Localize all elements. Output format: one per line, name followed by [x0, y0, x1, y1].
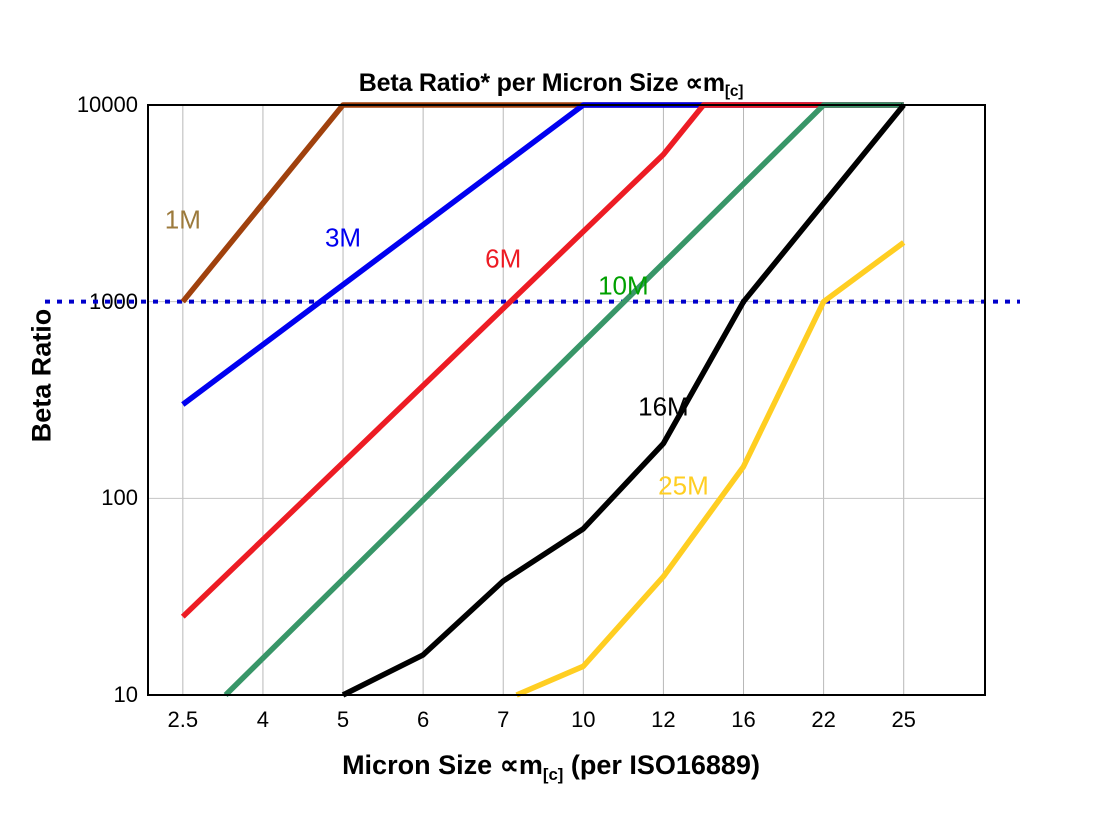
x-axis-tick-6: 6 [417, 707, 430, 732]
x-axis-tick-16: 16 [731, 707, 756, 732]
x-axis-tick-2.5: 2.5 [167, 707, 199, 732]
chart-title-symbol: ∝m [685, 69, 725, 97]
x-axis-title: Micron Size ∝m[c] (per ISO16889) [0, 750, 1102, 784]
x-axis-tick-25: 25 [891, 707, 916, 732]
x-axis-tick-5: 5 [336, 707, 350, 732]
x-axis-tick-10: 10 [571, 707, 596, 732]
series-label-16m: 16M [638, 391, 689, 422]
axis-frame [147, 104, 986, 696]
series-line-25m [515, 240, 906, 698]
series-label-25m: 25M [658, 470, 709, 501]
series-lines-layer [180, 102, 906, 698]
series-label-3m: 3M [324, 222, 362, 253]
chart-title-main: Beta Ratio* per Micron Size [358, 69, 686, 97]
series-label-1m: 1M [164, 204, 201, 235]
x-axis-title-symbol: ∝m [499, 750, 543, 780]
series-line-16m [341, 103, 906, 698]
x-axis-title-main: Micron Size [342, 750, 500, 780]
x-axis-tick-12: 12 [651, 707, 676, 732]
grid-lines [148, 105, 985, 695]
series-label-10m: 10M [598, 270, 649, 301]
x-axis-title-subscript: [c] [542, 764, 564, 784]
series-line-10m [223, 102, 904, 697]
y-axis-tick-10000: 10000 [76, 92, 138, 117]
x-axis-title-tail: (per ISO16889) [563, 750, 760, 780]
x-axis-tick-22: 22 [811, 707, 836, 732]
series-label-6m: 6M [485, 243, 522, 274]
x-axis-tick-7: 7 [497, 707, 510, 732]
x-axis-tick-4: 4 [256, 707, 270, 732]
chart-title: Beta Ratio* per Micron Size ∝m[c] [0, 68, 1102, 101]
y-axis-tick-10: 10 [113, 682, 138, 707]
y-axis-tick-100: 100 [101, 485, 138, 511]
chart-title-subscript: [c] [724, 83, 744, 101]
